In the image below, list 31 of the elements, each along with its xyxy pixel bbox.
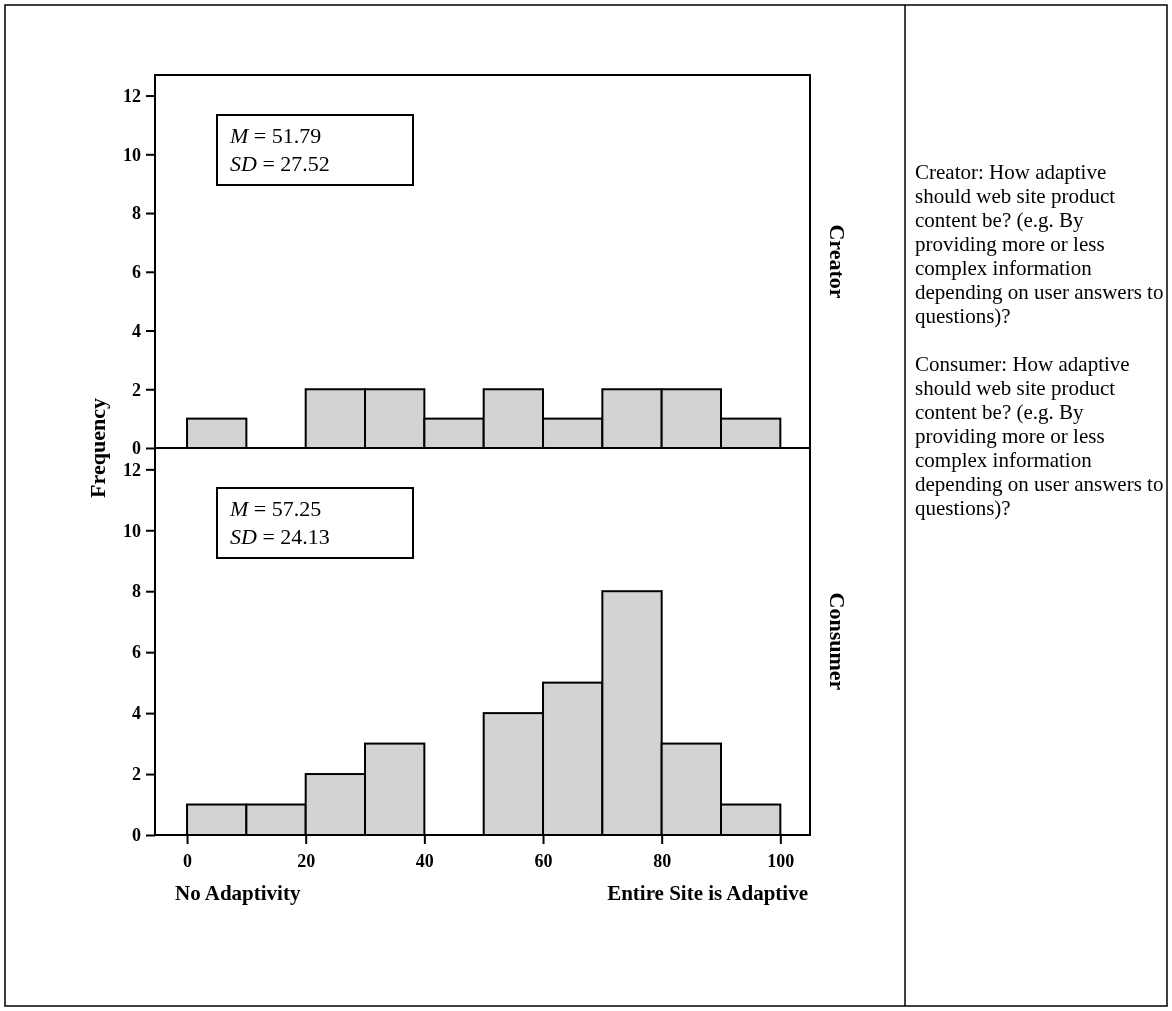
annotation: SD = 27.52 <box>230 151 330 176</box>
x-tick-label: 100 <box>767 850 795 871</box>
y-tick-label: 8 <box>132 203 141 224</box>
annotation: M = 51.79 <box>229 123 322 148</box>
y-tick-label: 12 <box>123 85 141 106</box>
text: Creator <box>825 224 850 299</box>
y-tick-label: 4 <box>132 703 141 724</box>
x-tick-label: 80 <box>653 850 672 871</box>
text: Consumer <box>825 592 850 691</box>
y-tick-label: 0 <box>132 438 141 459</box>
y-tick-label: 6 <box>132 262 141 283</box>
text: Creator: How adaptive should web site product content be? (e.g. By providing more or less complex information depending on user answers to questions)? <box>915 160 1165 328</box>
x-tick-label: 40 <box>415 850 434 871</box>
y-tick-label: 4 <box>132 320 141 341</box>
text: Entire Site is Adaptive <box>607 881 808 905</box>
y-axis-title: Frequency <box>85 398 110 498</box>
x-tick-label: 20 <box>297 850 316 871</box>
annotation: SD = 24.13 <box>230 524 330 549</box>
y-tick-label: 10 <box>123 144 141 165</box>
y-tick-label: 8 <box>132 581 141 602</box>
y-tick-label: 2 <box>132 764 141 785</box>
y-tick-label: 2 <box>132 379 141 400</box>
annotation: M = 57.25 <box>229 496 322 521</box>
y-tick-label: 6 <box>132 642 141 663</box>
y-tick-label: 0 <box>132 825 141 846</box>
x-tick-label: 60 <box>534 850 553 871</box>
text: No Adaptivity <box>175 881 301 905</box>
y-tick-label: 10 <box>123 520 141 541</box>
y-tick-label: 12 <box>123 459 141 480</box>
x-tick-label: 0 <box>183 850 193 871</box>
text: Consumer: How adaptive should web site product content be? (e.g. By providing more or less complex information depending on user answers to questions)? <box>915 352 1165 520</box>
